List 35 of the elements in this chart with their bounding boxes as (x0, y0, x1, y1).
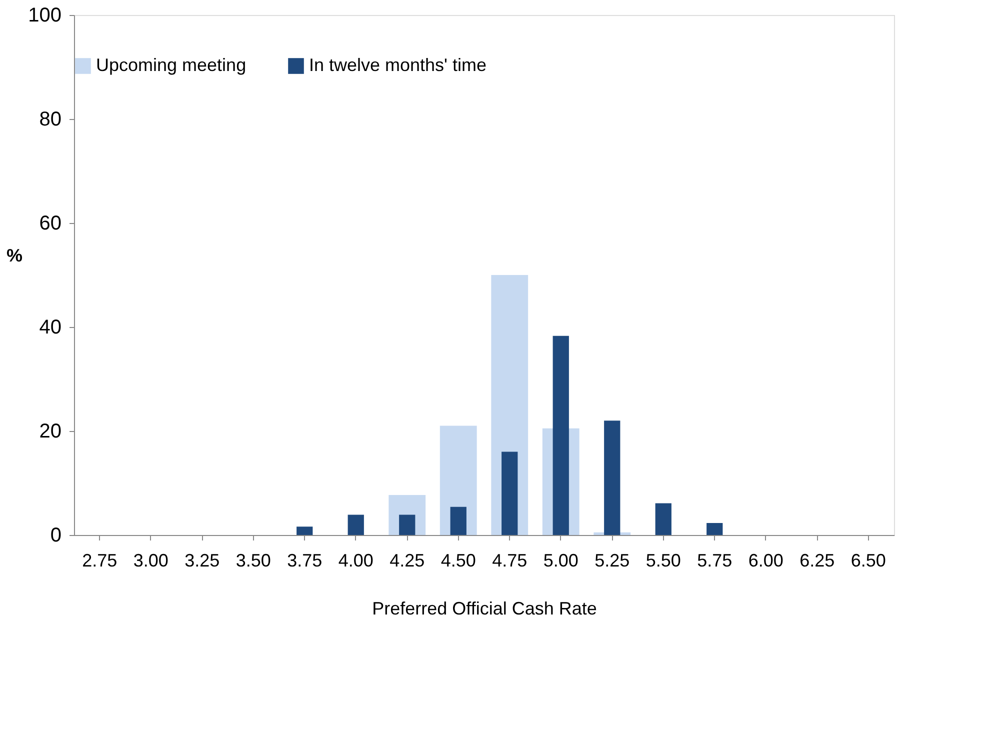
x-axis-title: Preferred Official Cash Rate (372, 598, 597, 618)
x-tick-label: 4.25 (390, 550, 425, 570)
y-tick-label: 0 (50, 524, 62, 546)
bar (552, 336, 569, 535)
x-tick-label: 3.75 (287, 550, 322, 570)
y-axis-title: % (6, 246, 23, 266)
bar (399, 514, 416, 535)
x-tick-label: 5.00 (543, 550, 578, 570)
y-tick-label: 40 (39, 316, 62, 338)
x-tick-label: 6.25 (800, 550, 835, 570)
bar (348, 514, 364, 535)
x-tick-label: 2.75 (82, 550, 118, 570)
bar (296, 526, 313, 535)
x-tick-label: 5.50 (646, 550, 681, 570)
x-tick-label: 5.25 (594, 550, 630, 570)
y-tick-label: 80 (39, 108, 62, 130)
x-tick-label: 6.00 (748, 550, 784, 570)
x-tick-label: 3.50 (236, 550, 271, 570)
x-tick-label: 4.00 (338, 550, 374, 570)
x-tick-label: 3.25 (184, 550, 220, 570)
x-tick-label: 6.50 (850, 550, 886, 570)
bar (502, 452, 518, 535)
legend-label: Upcoming meeting (96, 55, 246, 75)
y-tick-label: 60 (39, 212, 62, 234)
legend-label: In twelve months' time (309, 55, 487, 75)
bar (706, 523, 723, 535)
y-tick-label: 20 (39, 420, 62, 442)
y-tick-label: 100 (28, 4, 62, 26)
x-tick-label: 4.75 (492, 550, 528, 570)
bar (655, 503, 672, 535)
bar (450, 506, 466, 535)
x-tick-label: 5.75 (697, 550, 732, 570)
x-tick-label: 4.50 (440, 550, 476, 570)
bar (604, 420, 620, 535)
x-tick-label: 3.00 (133, 550, 168, 570)
